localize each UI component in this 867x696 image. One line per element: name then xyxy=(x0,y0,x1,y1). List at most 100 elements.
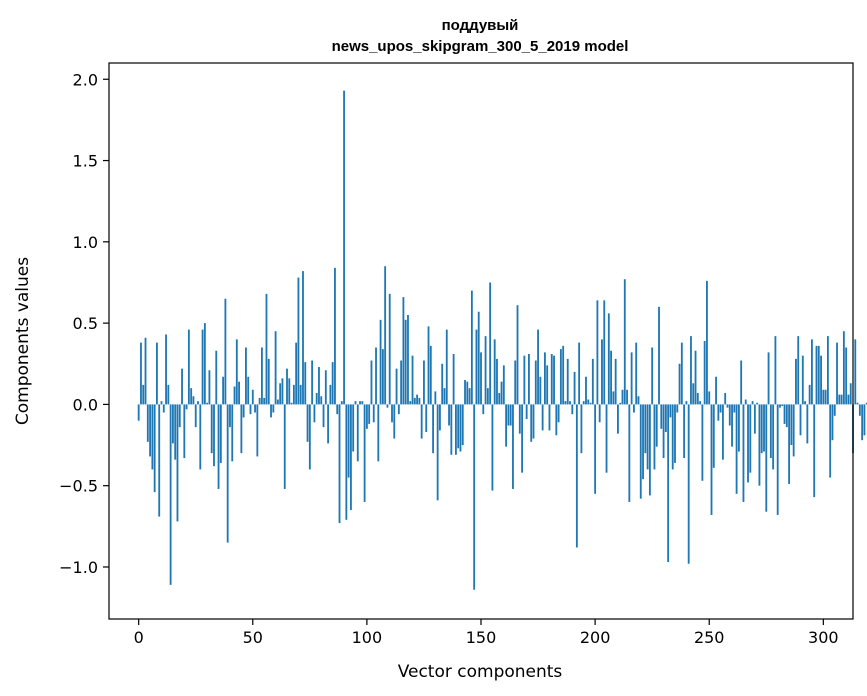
bar-component-230 xyxy=(662,404,665,459)
bar-component-22 xyxy=(187,329,190,405)
bar-component-169 xyxy=(523,355,526,405)
bar-component-26 xyxy=(197,401,199,405)
bar-component-101 xyxy=(368,404,371,424)
bar-component-266 xyxy=(744,399,747,405)
bar-component-148 xyxy=(475,329,478,405)
bar-component-210 xyxy=(617,404,619,434)
bar-component-255 xyxy=(719,404,722,413)
bar-component-183 xyxy=(555,404,558,436)
bar-component-309 xyxy=(842,331,845,405)
bars-group xyxy=(137,90,867,590)
bar-component-74 xyxy=(306,404,309,442)
y-axis-ticks: −1.0 −0.5 0.0 0.5 1.0 1.5 2.0 xyxy=(59,70,109,577)
bar-component-299 xyxy=(820,355,822,405)
bar-component-239 xyxy=(683,404,686,459)
bar-component-249 xyxy=(706,280,708,405)
bar-component-150 xyxy=(480,352,482,405)
bar-component-58 xyxy=(270,404,272,418)
bar-component-244 xyxy=(694,350,697,405)
bar-component-238 xyxy=(680,342,683,405)
bar-component-287 xyxy=(792,404,795,457)
bar-component-44 xyxy=(238,381,240,405)
bar-component-221 xyxy=(642,404,644,480)
bar-component-99 xyxy=(363,404,366,502)
bar-component-310 xyxy=(845,347,848,405)
bar-component-274 xyxy=(763,404,765,452)
bar-component-72 xyxy=(302,271,304,405)
bar-component-211 xyxy=(619,402,622,405)
bar-component-0 xyxy=(137,404,140,421)
y-tick-label: 0.5 xyxy=(73,314,98,333)
bar-component-248 xyxy=(703,341,706,405)
bar-component-43 xyxy=(235,339,238,405)
bar-component-235 xyxy=(674,404,676,463)
bar-component-142 xyxy=(461,404,464,446)
bar-component-120 xyxy=(411,355,414,405)
y-tick-label: −1.0 xyxy=(59,558,98,577)
bar-component-305 xyxy=(833,404,836,416)
bar-component-280 xyxy=(776,404,779,515)
x-axis-ticks: 0 50 100 150 200 250 300 xyxy=(134,619,839,647)
bar-component-131 xyxy=(436,404,439,501)
bar-component-40 xyxy=(229,404,231,428)
bar-component-268 xyxy=(749,404,752,473)
bar-component-278 xyxy=(772,404,775,470)
bar-component-185 xyxy=(559,349,562,405)
plot-area-frame xyxy=(108,62,854,620)
bar-component-70 xyxy=(297,277,300,405)
bar-component-190 xyxy=(571,404,574,415)
bar-component-121 xyxy=(413,397,416,405)
bar-component-277 xyxy=(769,404,772,459)
bar-component-279 xyxy=(774,336,777,405)
bar-component-283 xyxy=(783,404,786,424)
bar-component-293 xyxy=(806,404,809,444)
bar-component-242 xyxy=(690,336,692,405)
bar-component-90 xyxy=(343,90,345,405)
bar-component-227 xyxy=(655,404,658,447)
bar-component-19 xyxy=(181,368,183,405)
bar-component-141 xyxy=(459,404,462,452)
bar-component-23 xyxy=(190,388,193,405)
bar-component-180 xyxy=(548,404,551,431)
bar-component-86 xyxy=(334,267,336,405)
bar-component-88 xyxy=(338,404,341,524)
bar-component-51 xyxy=(254,404,256,413)
bar-component-275 xyxy=(765,404,768,512)
bar-component-67 xyxy=(290,402,293,405)
bar-component-94 xyxy=(352,404,355,452)
bar-component-175 xyxy=(537,329,539,405)
bar-component-69 xyxy=(295,342,298,405)
bar-component-259 xyxy=(728,404,731,426)
bar-component-137 xyxy=(450,404,453,455)
bar-component-199 xyxy=(591,358,594,405)
bar-component-231 xyxy=(664,404,667,433)
bar-component-126 xyxy=(425,404,428,433)
bar-component-133 xyxy=(441,363,444,405)
bar-component-155 xyxy=(491,404,494,491)
bar-component-236 xyxy=(676,404,679,413)
bar-component-151 xyxy=(482,404,485,415)
bar-component-113 xyxy=(395,368,398,405)
bar-component-41 xyxy=(231,404,234,462)
bar-component-54 xyxy=(261,347,263,405)
bar-component-223 xyxy=(646,404,649,470)
bar-component-189 xyxy=(569,401,571,405)
bar-component-160 xyxy=(502,365,505,405)
bar-component-233 xyxy=(669,404,672,418)
bar-component-132 xyxy=(439,404,441,431)
bar-component-219 xyxy=(637,396,640,405)
bar-component-298 xyxy=(817,345,820,405)
x-tick-label: 200 xyxy=(580,628,611,647)
bar-component-224 xyxy=(648,404,651,496)
bar-component-129 xyxy=(432,404,434,454)
bar-component-154 xyxy=(489,282,492,405)
bar-component-119 xyxy=(409,401,412,405)
bar-component-59 xyxy=(272,404,275,413)
bar-component-106 xyxy=(379,319,382,405)
bar-component-228 xyxy=(658,306,660,405)
bar-component-25 xyxy=(194,404,197,428)
bar-component-193 xyxy=(578,342,581,405)
bar-component-30 xyxy=(206,402,209,405)
bar-component-292 xyxy=(804,401,806,405)
x-tick-label: 100 xyxy=(352,628,383,647)
